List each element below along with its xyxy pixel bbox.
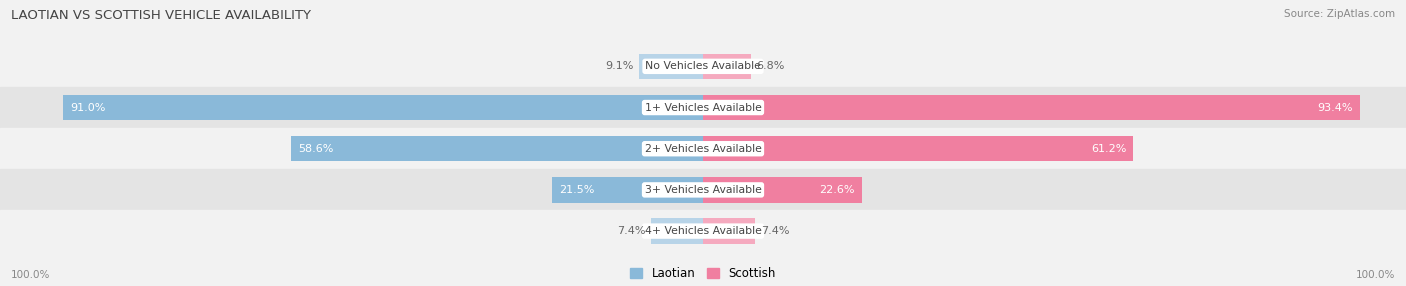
Legend: Laotian, Scottish: Laotian, Scottish [630, 267, 776, 280]
Text: 93.4%: 93.4% [1317, 103, 1353, 112]
Text: No Vehicles Available: No Vehicles Available [645, 61, 761, 71]
Bar [0, 87, 1406, 128]
Bar [0, 210, 1406, 252]
Bar [703, 136, 1133, 162]
Bar [651, 218, 703, 244]
Bar [63, 95, 703, 120]
Bar [0, 46, 1406, 87]
Text: 2+ Vehicles Available: 2+ Vehicles Available [644, 144, 762, 154]
Bar [0, 128, 1406, 169]
Text: 3+ Vehicles Available: 3+ Vehicles Available [644, 185, 762, 195]
Text: 100.0%: 100.0% [1355, 270, 1395, 280]
Text: 7.4%: 7.4% [761, 226, 789, 236]
Bar [640, 53, 703, 79]
Bar [703, 177, 862, 203]
Text: 22.6%: 22.6% [820, 185, 855, 195]
Text: 61.2%: 61.2% [1091, 144, 1126, 154]
Text: LAOTIAN VS SCOTTISH VEHICLE AVAILABILITY: LAOTIAN VS SCOTTISH VEHICLE AVAILABILITY [11, 9, 311, 21]
Bar [703, 53, 751, 79]
Bar [703, 95, 1360, 120]
Text: 6.8%: 6.8% [756, 61, 785, 71]
Text: 7.4%: 7.4% [617, 226, 645, 236]
Bar [0, 169, 1406, 210]
Text: 1+ Vehicles Available: 1+ Vehicles Available [644, 103, 762, 112]
Text: Source: ZipAtlas.com: Source: ZipAtlas.com [1284, 9, 1395, 19]
Bar [703, 218, 755, 244]
Text: 91.0%: 91.0% [70, 103, 105, 112]
Bar [551, 177, 703, 203]
Text: 4+ Vehicles Available: 4+ Vehicles Available [644, 226, 762, 236]
Text: 9.1%: 9.1% [605, 61, 633, 71]
Bar [291, 136, 703, 162]
Text: 100.0%: 100.0% [11, 270, 51, 280]
Text: 21.5%: 21.5% [560, 185, 595, 195]
Text: 58.6%: 58.6% [298, 144, 333, 154]
